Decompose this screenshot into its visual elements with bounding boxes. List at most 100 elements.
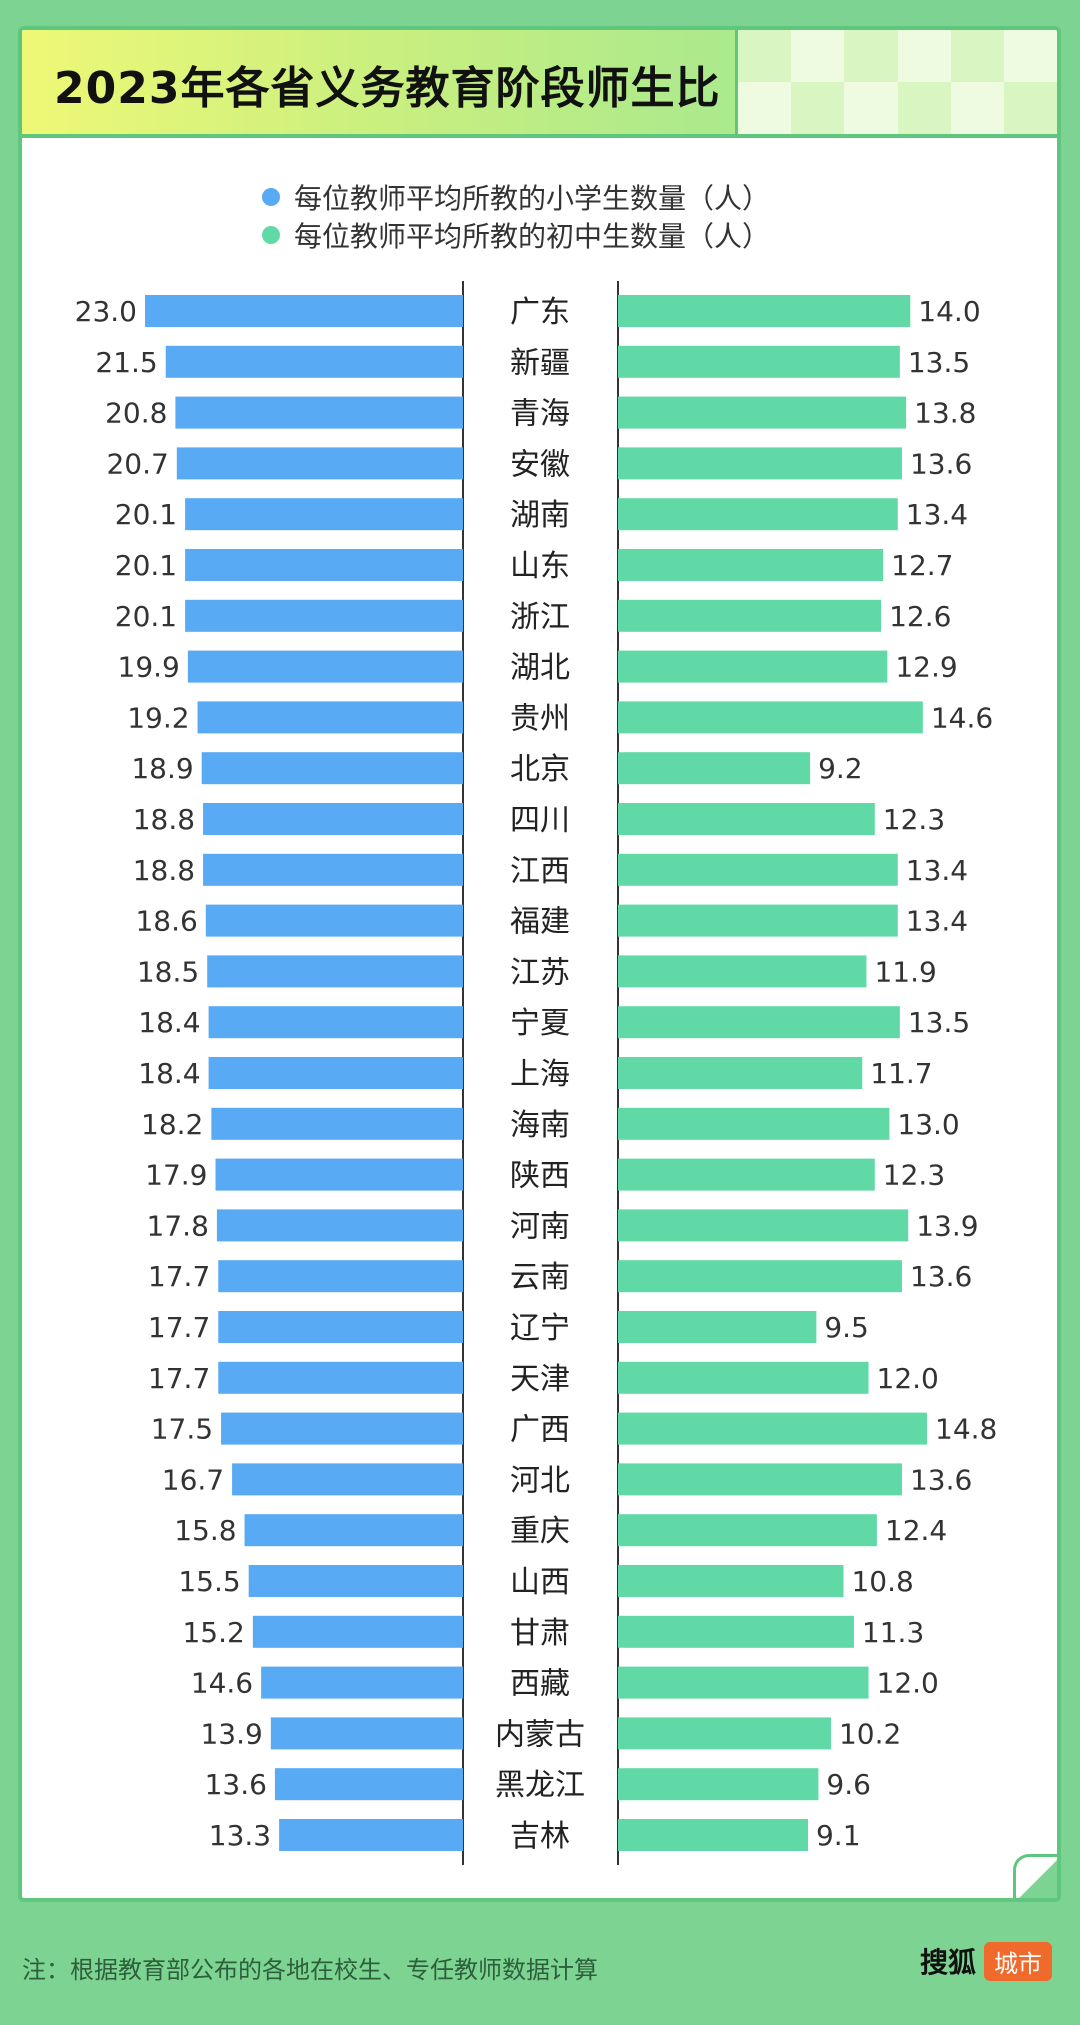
data-label-middle: 12.0 (877, 1362, 939, 1395)
bar-middle (618, 396, 907, 429)
data-label-primary: 20.7 (106, 447, 168, 480)
data-label-primary: 13.3 (209, 1819, 271, 1852)
data-label-primary: 15.8 (174, 1514, 236, 1547)
data-label-middle: 12.4 (885, 1514, 947, 1547)
data-label-primary: 20.8 (105, 397, 167, 430)
bar-primary (252, 1615, 463, 1648)
bar-middle (618, 701, 923, 734)
category-label: 北京 (510, 752, 570, 787)
footer-note: 注：根据教育部公布的各地在校生、专任教师数据计算 (22, 1956, 598, 1984)
bar-primary (279, 1819, 463, 1851)
data-label-primary: 19.9 (118, 651, 180, 684)
bar-primary (207, 955, 463, 988)
category-label: 湖北 (510, 651, 570, 686)
bar-primary (274, 1768, 463, 1801)
data-label-primary: 18.6 (135, 905, 197, 938)
bar-middle (618, 1107, 890, 1140)
data-label-primary: 15.2 (182, 1616, 244, 1649)
data-label-middle: 12.6 (889, 600, 951, 633)
butterfly-bar-chart: 23.0 广东 14.0 21.5 新疆 13.5 20.8 青海 13.8 20.7 安徽 13.6… (75, 281, 997, 1865)
category-label: 云南 (510, 1260, 570, 1295)
data-label-middle: 12.7 (891, 549, 953, 582)
category-label: 天津 (510, 1362, 570, 1397)
category-label: 海南 (510, 1108, 570, 1143)
data-label-primary: 18.4 (138, 1057, 200, 1090)
data-label-middle: 13.9 (916, 1209, 978, 1242)
data-label-middle: 13.8 (914, 397, 976, 430)
category-label: 辽宁 (510, 1311, 570, 1346)
legend-label-primary: 每位教师平均所教的小学生数量（人） (294, 182, 771, 215)
bar-primary (201, 752, 463, 785)
bar-primary (145, 295, 463, 327)
category-label: 重庆 (510, 1514, 570, 1549)
legend: 每位教师平均所教的小学生数量（人） 每位教师平均所教的初中生数量（人） (262, 178, 770, 254)
data-label-middle: 13.4 (906, 854, 968, 887)
data-label-middle: 9.2 (818, 752, 863, 785)
data-label-middle: 14.0 (918, 295, 980, 328)
data-label-primary: 20.1 (115, 549, 177, 582)
bar-middle (618, 1819, 808, 1851)
legend-label-middle: 每位教师平均所教的初中生数量（人） (294, 220, 771, 253)
category-label: 山西 (510, 1565, 570, 1600)
data-label-primary: 17.7 (148, 1311, 210, 1344)
bar-middle (618, 498, 898, 531)
category-label: 新疆 (510, 346, 570, 381)
bar-primary (221, 1412, 463, 1445)
data-label-primary: 18.8 (133, 854, 195, 887)
data-label-middle: 11.3 (862, 1616, 924, 1649)
category-label: 青海 (510, 397, 570, 432)
data-label-middle: 12.9 (895, 651, 957, 684)
data-label-primary: 18.5 (137, 955, 199, 988)
category-label: 福建 (510, 905, 570, 940)
page-fold-corner (1013, 1854, 1057, 1898)
data-label-middle: 11.7 (870, 1057, 932, 1090)
data-label-primary: 13.6 (205, 1768, 267, 1801)
data-label-middle: 13.0 (897, 1108, 959, 1141)
title-bar: 2023年各省义务教育阶段师生比 (22, 30, 1057, 138)
data-label-middle: 9.1 (816, 1819, 861, 1852)
category-label: 贵州 (510, 701, 570, 736)
bar-middle (618, 1514, 877, 1547)
bar-middle (618, 1666, 869, 1699)
brand-tag: 城市 (984, 1941, 1052, 1981)
bar-primary (197, 701, 463, 734)
brand-name: 搜狐 (919, 1946, 976, 1979)
data-label-primary: 15.5 (178, 1565, 240, 1598)
category-label: 江西 (510, 854, 570, 889)
data-label-middle: 12.3 (883, 1159, 945, 1192)
data-label-middle: 9.5 (824, 1311, 869, 1344)
bar-primary (248, 1565, 463, 1597)
data-label-primary: 17.7 (148, 1362, 210, 1395)
category-label: 上海 (510, 1057, 570, 1092)
bar-primary (176, 447, 464, 480)
bar-middle (618, 853, 898, 886)
data-label-middle: 12.0 (877, 1667, 939, 1700)
legend-item-primary: 每位教师平均所教的小学生数量（人） (262, 178, 770, 216)
bar-middle (618, 904, 898, 937)
data-label-primary: 13.9 (200, 1717, 262, 1750)
data-label-middle: 13.6 (910, 447, 972, 480)
data-label-primary: 20.1 (115, 600, 177, 633)
category-label: 河南 (510, 1209, 570, 1244)
bar-middle (618, 1412, 927, 1445)
bar-primary (232, 1463, 463, 1496)
data-label-middle: 14.8 (935, 1413, 997, 1446)
category-label: 浙江 (510, 600, 570, 635)
bar-primary (185, 599, 464, 632)
data-label-primary: 18.9 (131, 752, 193, 785)
bar-primary (270, 1717, 463, 1750)
category-label: 陕西 (510, 1159, 570, 1194)
data-label-primary: 18.8 (133, 803, 195, 836)
category-label: 内蒙古 (495, 1717, 585, 1752)
bar-primary (244, 1514, 463, 1547)
data-label-middle: 11.9 (874, 955, 936, 988)
data-label-middle: 9.6 (826, 1768, 871, 1801)
data-label-middle: 13.4 (906, 905, 968, 938)
category-label: 四川 (510, 803, 570, 838)
category-label: 广西 (510, 1413, 570, 1448)
data-label-middle: 13.6 (910, 1260, 972, 1293)
bar-primary (187, 650, 463, 683)
bar-primary (165, 345, 463, 378)
data-label-primary: 17.7 (148, 1260, 210, 1293)
bar-middle (618, 1311, 817, 1343)
